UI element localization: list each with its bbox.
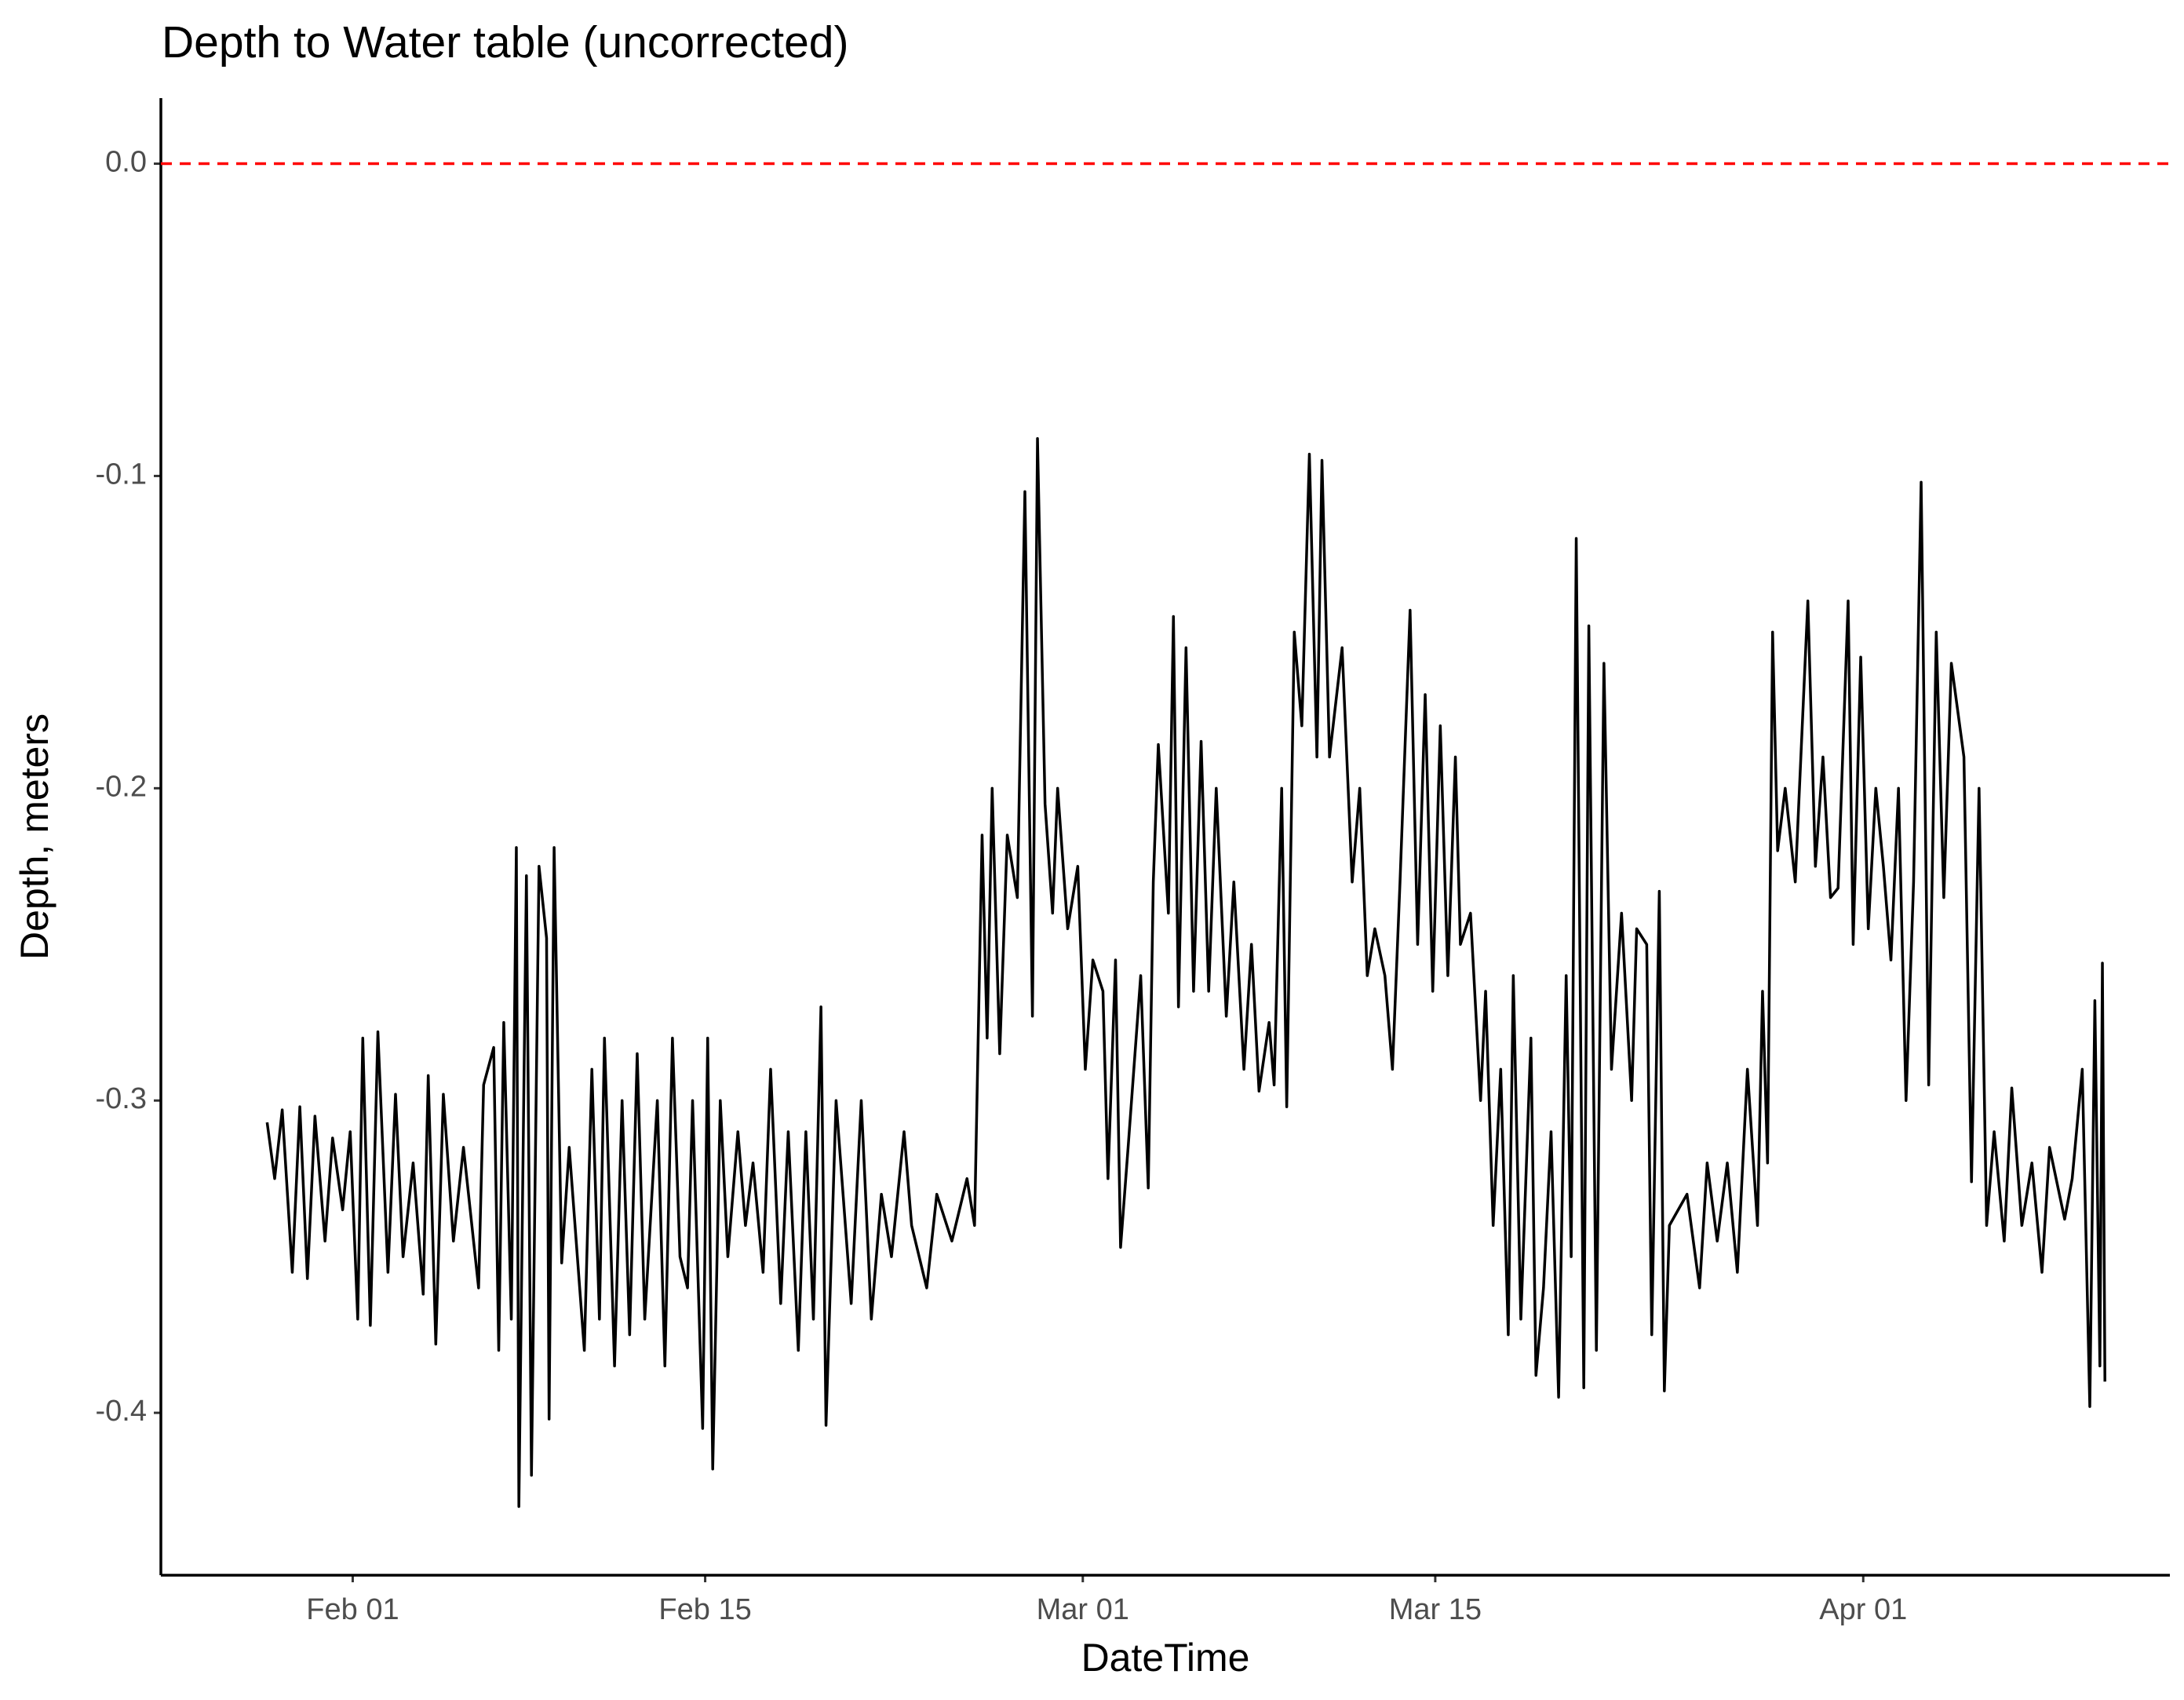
x-tick-label: Mar 15 <box>1389 1593 1482 1626</box>
chart-title: Depth to Water table (uncorrected) <box>162 17 848 67</box>
y-tick-label: -0.1 <box>96 458 147 491</box>
data-line <box>265 436 2106 1508</box>
x-tick-label: Mar 01 <box>1037 1593 1129 1626</box>
y-tick-label: 0.0 <box>105 146 147 179</box>
x-tick-label: Apr 01 <box>1819 1593 1907 1626</box>
y-tick-label: -0.3 <box>96 1082 147 1115</box>
y-axis-title: Depth, meters <box>13 713 57 960</box>
x-axis-title: DateTime <box>1081 1636 1250 1680</box>
x-tick-label: Feb 15 <box>658 1593 751 1626</box>
y-tick-label: -0.4 <box>96 1395 147 1428</box>
y-tick-label: -0.2 <box>96 770 147 803</box>
x-tick-label: Feb 01 <box>306 1593 399 1626</box>
